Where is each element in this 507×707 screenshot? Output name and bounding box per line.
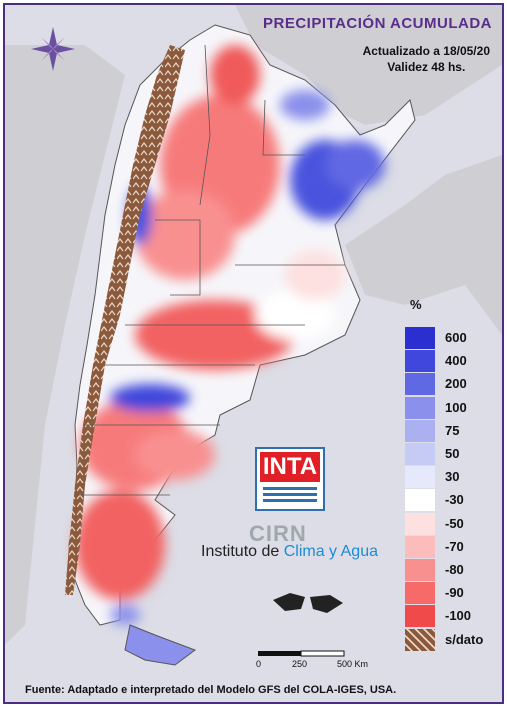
legend-swatch (405, 466, 435, 489)
updated-date: Actualizado a 18/05/20 (362, 44, 490, 58)
legend-label: -80 (445, 562, 464, 577)
inta-logo-text: INTA (260, 452, 320, 482)
neighbour-chile (5, 45, 125, 645)
scale-bar (258, 650, 345, 657)
legend-swatch (405, 512, 435, 535)
legend-unit: % (410, 297, 422, 312)
legend-label: 75 (445, 422, 460, 438)
legend-label: -90 (445, 585, 464, 601)
legend-label: -50 (445, 515, 464, 531)
legend-swatch (405, 373, 435, 396)
legend-swatch (405, 535, 435, 558)
legend-swatch (405, 582, 435, 605)
institute-highlight: Clima y Agua (283, 543, 378, 560)
legend-swatch (405, 605, 435, 628)
legend-swatch (405, 628, 435, 651)
legend-swatch (405, 489, 435, 512)
compass-rose-icon (31, 27, 75, 71)
tierra-del-fuego (124, 624, 197, 666)
institute-name: Instituto de Clima y Agua (201, 543, 378, 561)
scale-label-500: 500 Km (337, 659, 369, 669)
legend-swatch (405, 396, 435, 419)
cirn-logo: CIRN (249, 521, 307, 546)
institute-prefix: Instituto de (201, 543, 284, 560)
legend-label: 600 (445, 330, 467, 345)
map-title: PRECIPITACIÓN ACUMULADA (263, 15, 492, 32)
legend-label: 200 (445, 376, 467, 392)
precipitation-map (5, 5, 502, 702)
source-footer: Fuente: Adaptado e interpretado del Mode… (25, 684, 397, 696)
legend-swatch (405, 443, 435, 465)
validity: Validez 48 hs. (387, 60, 466, 74)
update-info: Actualizado a 18/05/20 Validez 48 hs. (363, 43, 490, 75)
legend-label: s/dato (445, 631, 484, 647)
legend-label: -30 (445, 492, 464, 508)
neighbour-east (345, 155, 502, 335)
legend-label: 30 (445, 469, 460, 485)
no-data-strip (65, 45, 185, 595)
scale-label-0: 0 (256, 659, 262, 669)
inta-logo: INTA (255, 447, 325, 511)
province-borders (77, 44, 345, 496)
legend-swatch (405, 327, 435, 349)
legend-label: -70 (445, 538, 464, 554)
legend-swatch (405, 350, 435, 373)
legend-label: 400 (445, 353, 467, 369)
neighbour-north (5, 5, 502, 125)
scale-label-250: 250 (292, 659, 308, 669)
legend-label: 50 (445, 446, 460, 461)
precip-field (75, 45, 385, 625)
legend-swatch (405, 559, 435, 581)
map-frame: PRECIPITACIÓN ACUMULADA Actualizado a 18… (3, 3, 504, 704)
legend-label: 100 (445, 399, 467, 415)
malvinas-islands (273, 593, 343, 613)
legend-label: -100 (445, 608, 472, 624)
legend-swatch (405, 419, 435, 442)
